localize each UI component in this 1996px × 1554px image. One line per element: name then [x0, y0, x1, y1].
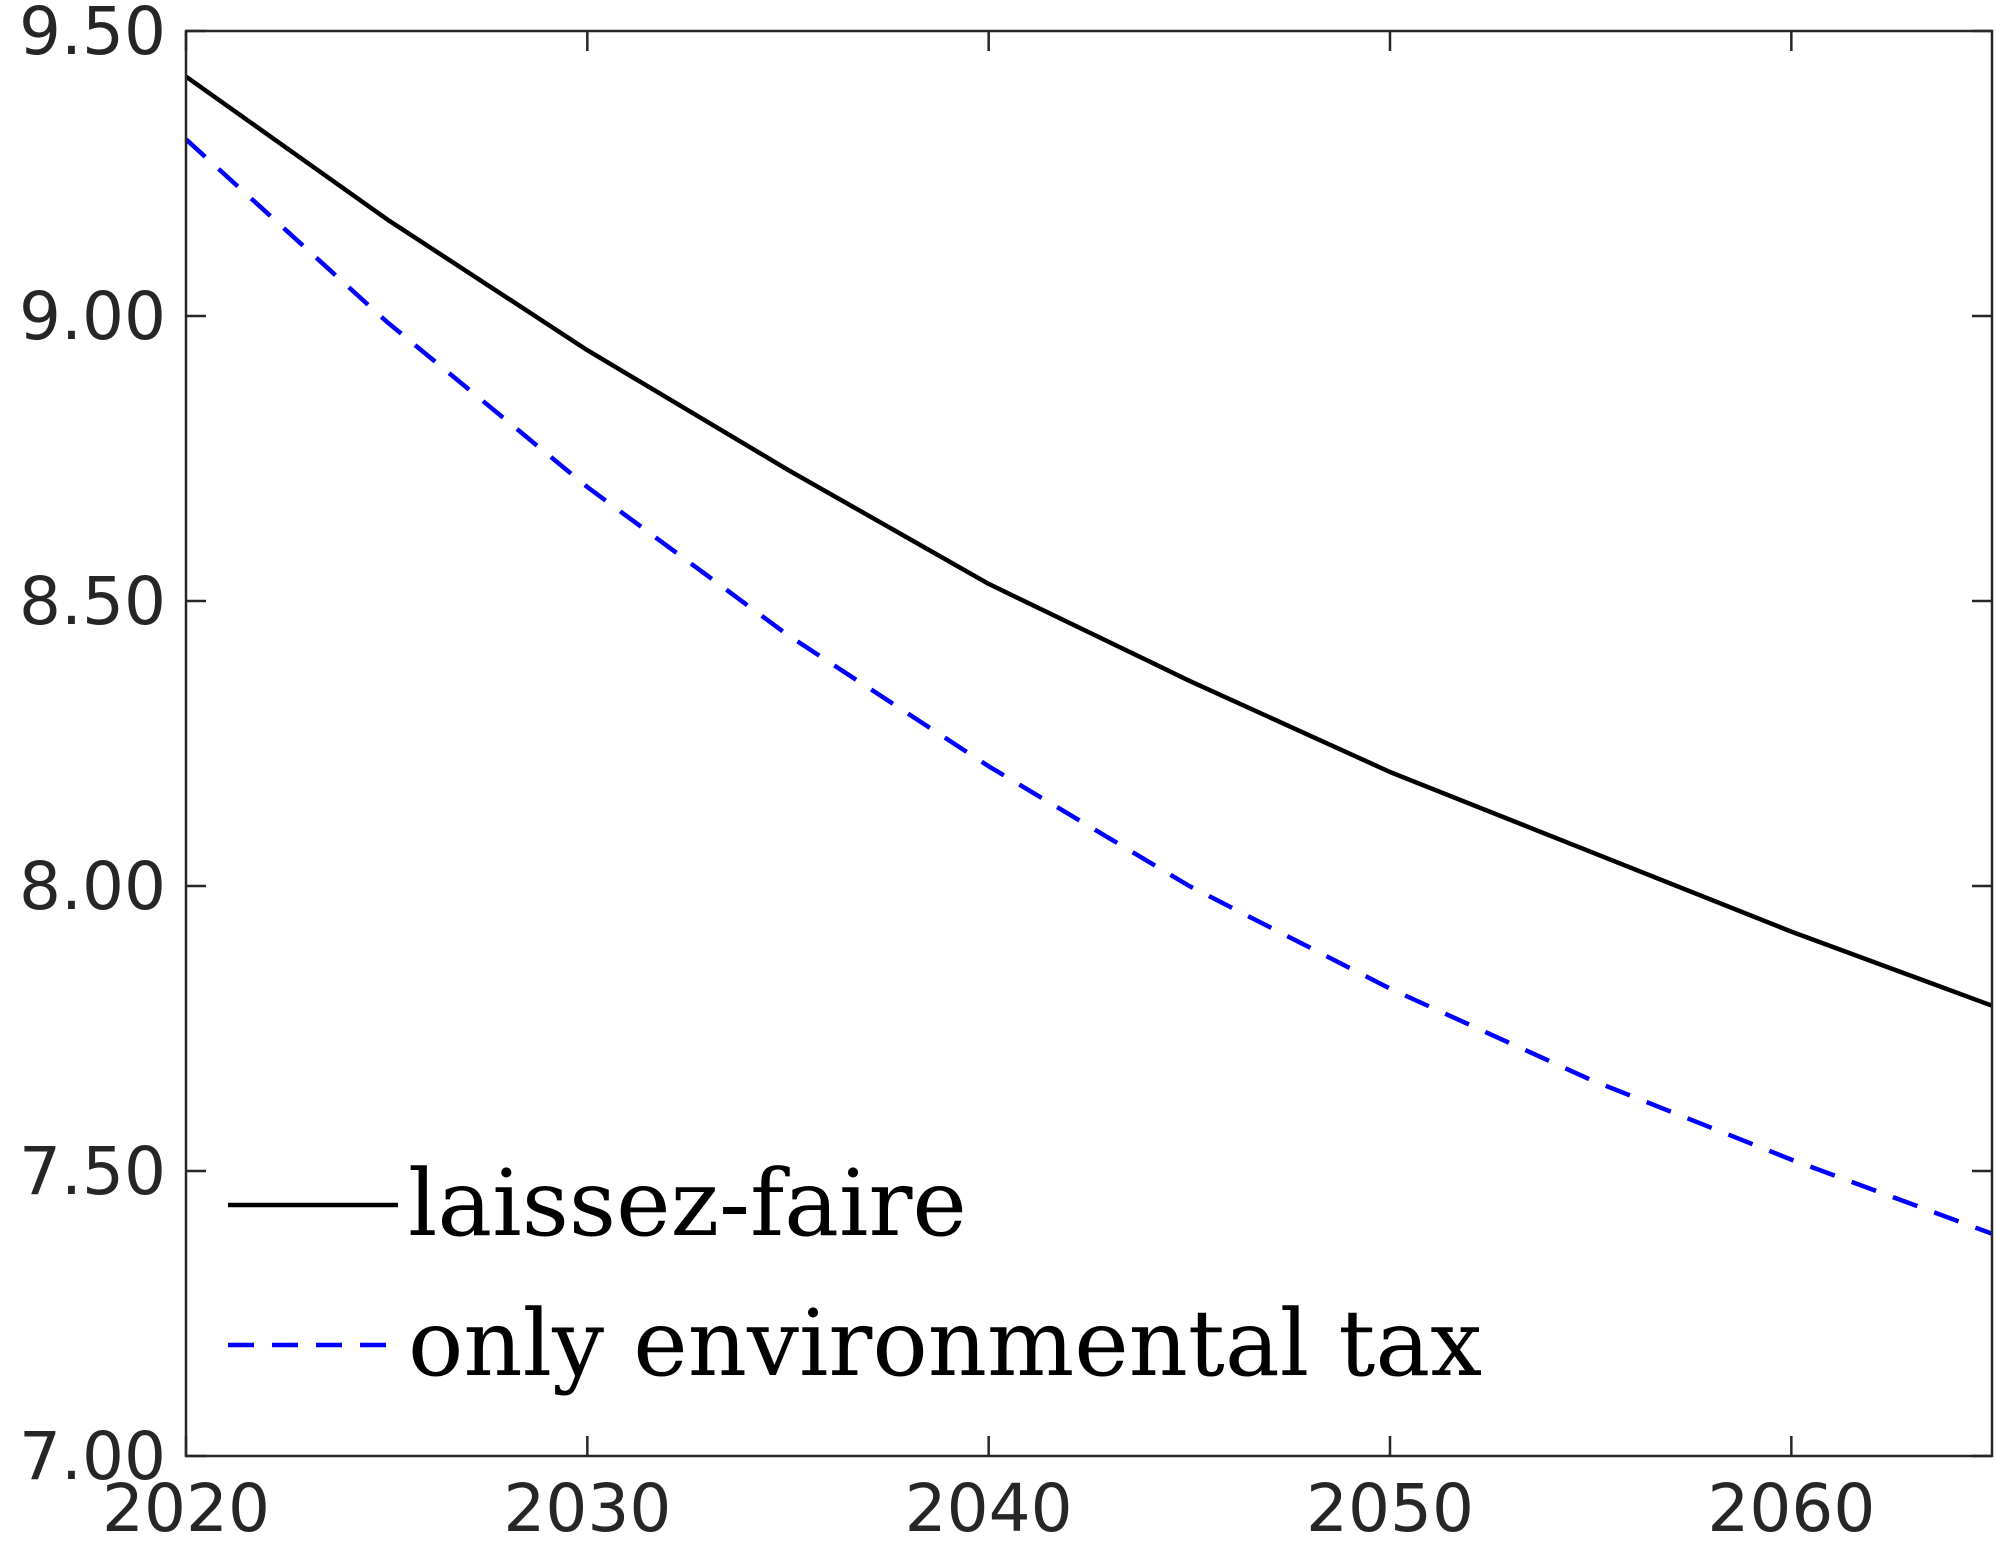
series-line-only-environmental-tax [184, 137, 1993, 1236]
y-axis-ticks: 7.00 7.50 8.00 8.50 9.00 9.50 [19, 0, 1992, 1495]
x-tick-label: 2050 [1306, 1470, 1474, 1547]
legend: laissez-faire only environmental tax [228, 1150, 1482, 1397]
x-axis-ticks: 2020 2030 2040 2050 2060 [102, 31, 1875, 1547]
x-tick-label: 2030 [503, 1470, 671, 1547]
y-tick-label: 9.00 [19, 278, 166, 355]
x-tick-label: 2060 [1707, 1470, 1875, 1547]
y-tick-label: 7.00 [19, 1418, 166, 1495]
y-tick-label: 8.00 [19, 848, 166, 925]
series-layer [184, 74, 1993, 1236]
plot-area-frame [184, 29, 1994, 1458]
y-tick-label: 8.50 [19, 563, 166, 640]
legend-label-only-environmental-tax: only environmental tax [408, 1290, 1482, 1397]
x-tick-label: 2040 [905, 1470, 1073, 1547]
series-line-laissez-faire [184, 74, 1993, 1008]
x-tick-label: 2020 [102, 1470, 270, 1547]
legend-label-laissez-faire: laissez-faire [408, 1150, 967, 1257]
y-tick-label: 7.50 [19, 1133, 166, 1210]
y-tick-label: 9.50 [19, 0, 166, 70]
